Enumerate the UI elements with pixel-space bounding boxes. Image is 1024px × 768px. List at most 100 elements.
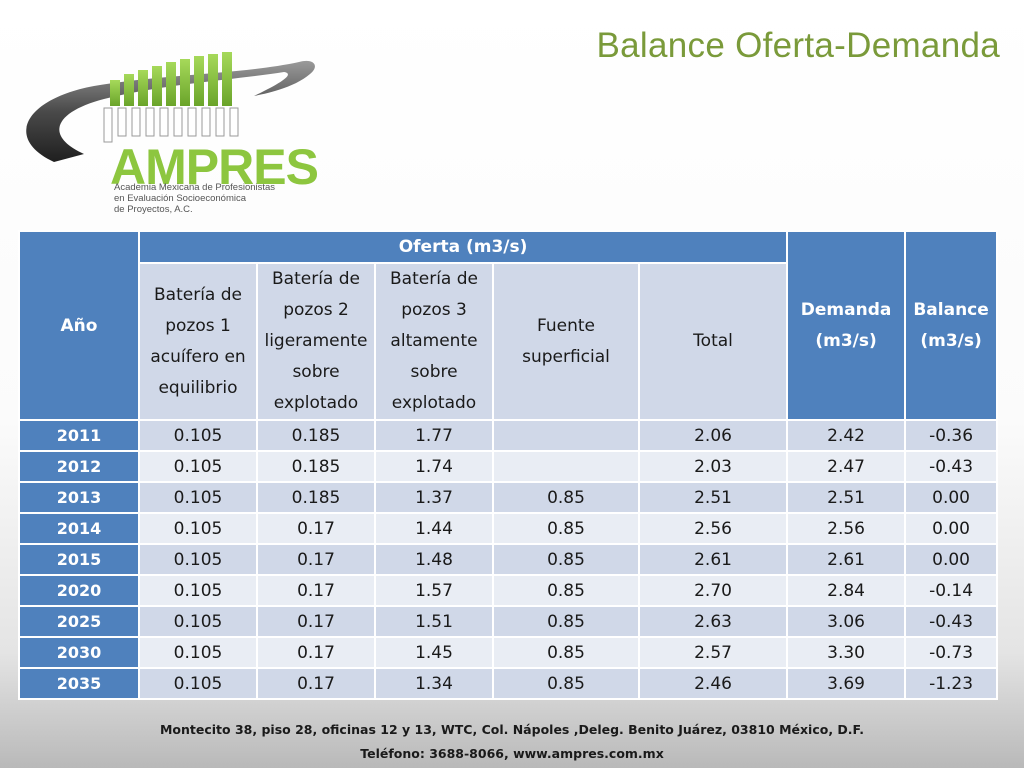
bateria-1-cell: 0.105 — [138, 605, 258, 638]
logo-subtitle-line: de Proyectos, A.C. — [114, 204, 193, 215]
table-row: 2011 0.105 0.185 1.77 2.06 2.42 -0.36 — [18, 419, 999, 452]
fuente-superficial-cell: 0.85 — [492, 543, 640, 576]
total-cell: 2.57 — [637, 636, 789, 669]
bateria-2-cell: 0.17 — [256, 636, 376, 669]
bateria-2-cell: 0.17 — [256, 605, 376, 638]
year-cell: 2030 — [18, 636, 140, 669]
bateria-2-cell: 0.17 — [256, 512, 376, 545]
balance-table: Año Oferta (m3/s) Demanda (m3/s) Balance… — [18, 230, 999, 700]
year-cell: 2013 — [18, 481, 140, 514]
logo-subtitle-line: en Evaluación Socioeconómica — [114, 193, 247, 204]
total-cell: 2.56 — [637, 512, 789, 545]
demanda-cell: 2.84 — [786, 574, 907, 607]
logo-wordmark: AMPRES — [110, 139, 319, 195]
demanda-cell: 2.47 — [786, 450, 907, 483]
table-row: 2015 0.105 0.17 1.48 0.85 2.61 2.61 0.00 — [18, 543, 999, 576]
logo-subtitle: Academia Mexicana de Profesionistas en E… — [114, 182, 275, 215]
bateria-1-cell: 0.105 — [138, 574, 258, 607]
bateria-2-cell: 0.17 — [256, 574, 376, 607]
header-balance: Balance (m3/s) — [904, 230, 999, 421]
bateria-2-cell: 0.17 — [256, 667, 376, 700]
fuente-superficial-cell: 0.85 — [492, 667, 640, 700]
table-row: 2014 0.105 0.17 1.44 0.85 2.56 2.56 0.00 — [18, 512, 999, 545]
bateria-1-cell: 0.105 — [138, 543, 258, 576]
total-cell: 2.46 — [637, 667, 789, 700]
demanda-cell: 3.30 — [786, 636, 907, 669]
bateria-2-cell: 0.185 — [256, 481, 376, 514]
table-row: 2035 0.105 0.17 1.34 0.85 2.46 3.69 -1.23 — [18, 667, 999, 700]
footer-contact: Teléfono: 3688-8066, www.ampres.com.mx — [360, 746, 664, 761]
fuente-superficial-cell: 0.85 — [492, 636, 640, 669]
balance-cell: -0.43 — [904, 450, 999, 483]
demanda-cell: 2.61 — [786, 543, 907, 576]
table-row: 2020 0.105 0.17 1.57 0.85 2.70 2.84 -0.14 — [18, 574, 999, 607]
logo-subtitle-line: Academia Mexicana de Profesionistas — [114, 182, 276, 193]
bateria-3-cell: 1.48 — [374, 543, 494, 576]
balance-cell: -0.14 — [904, 574, 999, 607]
header-total: Total — [637, 262, 789, 421]
year-cell: 2012 — [18, 450, 140, 483]
balance-cell: -0.36 — [904, 419, 999, 452]
year-cell: 2014 — [18, 512, 140, 545]
bateria-3-cell: 1.57 — [374, 574, 494, 607]
header-oferta: Oferta (m3/s) — [137, 230, 789, 264]
bateria-1-cell: 0.105 — [138, 481, 258, 514]
header-bateria-1: Batería de pozos 1 acuífero en equilibri… — [138, 262, 258, 421]
demanda-cell: 3.69 — [786, 667, 907, 700]
balance-cell: 0.00 — [904, 481, 999, 514]
header-year: Año — [18, 230, 140, 421]
demanda-cell: 2.42 — [786, 419, 907, 452]
table-row: 2030 0.105 0.17 1.45 0.85 2.57 3.30 -0.73 — [18, 636, 999, 669]
header-bateria-3: Batería de pozos 3 altamente sobre explo… — [374, 262, 494, 421]
bateria-1-cell: 0.105 — [138, 419, 258, 452]
fuente-superficial-cell — [492, 450, 640, 483]
bateria-3-cell: 1.34 — [374, 667, 494, 700]
bateria-1-cell: 0.105 — [138, 450, 258, 483]
header-demanda: Demanda (m3/s) — [786, 230, 907, 421]
logo-graphic — [26, 52, 315, 163]
table-row: 2012 0.105 0.185 1.74 2.03 2.47 -0.43 — [18, 450, 999, 483]
fuente-superficial-cell: 0.85 — [492, 574, 640, 607]
total-cell: 2.06 — [637, 419, 789, 452]
year-cell: 2025 — [18, 605, 140, 638]
total-cell: 2.70 — [637, 574, 789, 607]
table-body: 2011 0.105 0.185 1.77 2.06 2.42 -0.36 2012 0.105… — [18, 419, 999, 700]
total-cell: 2.61 — [637, 543, 789, 576]
balance-cell: -1.23 — [904, 667, 999, 700]
year-cell: 2035 — [18, 667, 140, 700]
bateria-3-cell: 1.37 — [374, 481, 494, 514]
bateria-2-cell: 0.185 — [256, 450, 376, 483]
balance-cell: 0.00 — [904, 543, 999, 576]
header-fuente-superficial: Fuente superficial — [492, 262, 640, 421]
fuente-superficial-cell — [492, 419, 640, 452]
footer: Montecito 38, piso 28, oficinas 12 y 13,… — [0, 718, 1024, 766]
total-cell: 2.03 — [637, 450, 789, 483]
year-cell: 2020 — [18, 574, 140, 607]
header-bateria-2: Batería de pozos 2 ligeramente sobre exp… — [256, 262, 376, 421]
bateria-1-cell: 0.105 — [138, 667, 258, 700]
balance-cell: -0.73 — [904, 636, 999, 669]
bateria-3-cell: 1.77 — [374, 419, 494, 452]
fuente-superficial-cell: 0.85 — [492, 481, 640, 514]
demanda-cell: 2.56 — [786, 512, 907, 545]
balance-cell: 0.00 — [904, 512, 999, 545]
total-cell: 2.63 — [637, 605, 789, 638]
year-cell: 2015 — [18, 543, 140, 576]
bateria-3-cell: 1.51 — [374, 605, 494, 638]
bateria-3-cell: 1.44 — [374, 512, 494, 545]
demanda-cell: 2.51 — [786, 481, 907, 514]
table-row: 2013 0.105 0.185 1.37 0.85 2.51 2.51 0.00 — [18, 481, 999, 514]
bateria-3-cell: 1.45 — [374, 636, 494, 669]
year-cell: 2011 — [18, 419, 140, 452]
footer-address: Montecito 38, piso 28, oficinas 12 y 13,… — [159, 722, 865, 737]
bateria-2-cell: 0.17 — [256, 543, 376, 576]
balance-cell: -0.43 — [904, 605, 999, 638]
demanda-cell: 3.06 — [786, 605, 907, 638]
total-cell: 2.51 — [637, 481, 789, 514]
fuente-superficial-cell: 0.85 — [492, 605, 640, 638]
bateria-1-cell: 0.105 — [138, 512, 258, 545]
bateria-3-cell: 1.74 — [374, 450, 494, 483]
table-row: 2025 0.105 0.17 1.51 0.85 2.63 3.06 -0.43 — [18, 605, 999, 638]
bateria-1-cell: 0.105 — [138, 636, 258, 669]
ampres-logo: AMPRES Academia Mexicana de Profesionist… — [14, 44, 324, 216]
